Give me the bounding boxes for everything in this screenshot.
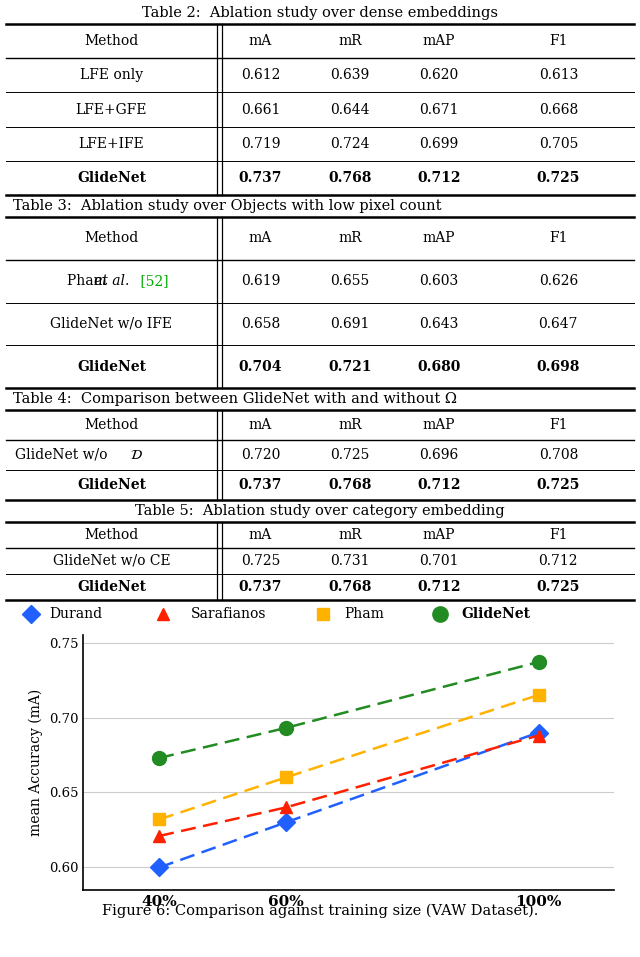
Text: $\mathcal{D}$: $\mathcal{D}$ xyxy=(130,448,143,462)
Text: 0.720: 0.720 xyxy=(241,448,280,462)
Text: GlideNet: GlideNet xyxy=(77,580,146,594)
Text: 0.668: 0.668 xyxy=(539,102,578,117)
Text: 0.671: 0.671 xyxy=(419,102,459,117)
Text: et al.: et al. xyxy=(94,274,129,288)
Text: 0.725: 0.725 xyxy=(330,448,369,462)
Text: 0.644: 0.644 xyxy=(330,102,369,117)
Text: 0.626: 0.626 xyxy=(539,274,578,288)
Text: Pham: Pham xyxy=(67,274,111,288)
Text: 0.603: 0.603 xyxy=(420,274,459,288)
Text: mR: mR xyxy=(338,418,362,432)
Text: 0.712: 0.712 xyxy=(417,478,461,492)
Text: F1: F1 xyxy=(549,418,568,432)
Text: 0.612: 0.612 xyxy=(241,68,280,82)
Text: Pham: Pham xyxy=(344,607,385,621)
Text: Table 4:  Comparison between GlideNet with and without Ω: Table 4: Comparison between GlideNet wit… xyxy=(13,392,457,406)
Text: 0.696: 0.696 xyxy=(420,448,459,462)
Text: mAP: mAP xyxy=(423,418,456,432)
Text: mAP: mAP xyxy=(423,528,456,542)
Text: 0.737: 0.737 xyxy=(239,171,282,185)
Text: Figure 6: Comparison against training size (VAW Dataset).: Figure 6: Comparison against training si… xyxy=(102,903,538,918)
Text: 0.737: 0.737 xyxy=(239,478,282,492)
Text: 0.647: 0.647 xyxy=(539,317,578,331)
Text: mAP: mAP xyxy=(423,34,456,48)
Text: Sarafianos: Sarafianos xyxy=(191,607,266,621)
Text: 0.708: 0.708 xyxy=(539,448,578,462)
Text: 0.701: 0.701 xyxy=(419,554,459,568)
Text: mA: mA xyxy=(249,34,272,48)
Text: 0.725: 0.725 xyxy=(537,171,580,185)
Text: 0.704: 0.704 xyxy=(239,360,282,373)
Text: 0.658: 0.658 xyxy=(241,317,280,331)
Text: Method: Method xyxy=(84,34,139,48)
Text: GlideNet: GlideNet xyxy=(77,171,146,185)
Text: mR: mR xyxy=(338,528,362,542)
Text: mA: mA xyxy=(249,232,272,245)
Text: LFE+GFE: LFE+GFE xyxy=(76,102,147,117)
Text: Method: Method xyxy=(84,528,139,542)
Text: 0.712: 0.712 xyxy=(417,580,461,594)
Text: [52]: [52] xyxy=(136,274,168,288)
Text: mR: mR xyxy=(338,232,362,245)
Text: 0.725: 0.725 xyxy=(537,478,580,492)
Text: Table 3:  Ablation study over Objects with low pixel count: Table 3: Ablation study over Objects wit… xyxy=(13,199,441,213)
Text: 0.712: 0.712 xyxy=(417,171,461,185)
Text: Table 2:  Ablation study over dense embeddings: Table 2: Ablation study over dense embed… xyxy=(142,6,498,20)
Text: mA: mA xyxy=(249,418,272,432)
Text: 0.719: 0.719 xyxy=(241,137,280,150)
Text: Method: Method xyxy=(84,418,139,432)
Text: Durand: Durand xyxy=(50,607,103,621)
Text: 0.768: 0.768 xyxy=(328,580,371,594)
Text: 0.699: 0.699 xyxy=(420,137,459,150)
Text: 0.620: 0.620 xyxy=(420,68,459,82)
Text: mR: mR xyxy=(338,34,362,48)
Text: 0.725: 0.725 xyxy=(537,580,580,594)
Text: mAP: mAP xyxy=(423,232,456,245)
Text: GlideNet w/o CE: GlideNet w/o CE xyxy=(52,554,170,568)
Text: 0.768: 0.768 xyxy=(328,171,371,185)
Text: 0.680: 0.680 xyxy=(417,360,461,373)
Text: 0.661: 0.661 xyxy=(241,102,280,117)
Text: 0.691: 0.691 xyxy=(330,317,369,331)
Text: 0.619: 0.619 xyxy=(241,274,280,288)
Text: 0.639: 0.639 xyxy=(330,68,369,82)
Text: 0.613: 0.613 xyxy=(539,68,578,82)
Text: 0.724: 0.724 xyxy=(330,137,369,150)
Text: LFE+IFE: LFE+IFE xyxy=(79,137,145,150)
Text: 0.725: 0.725 xyxy=(241,554,280,568)
Text: 0.643: 0.643 xyxy=(419,317,459,331)
Text: 0.655: 0.655 xyxy=(330,274,369,288)
Text: F1: F1 xyxy=(549,528,568,542)
Text: F1: F1 xyxy=(549,232,568,245)
Text: GlideNet: GlideNet xyxy=(461,607,531,621)
Text: LFE only: LFE only xyxy=(80,68,143,82)
Text: 0.698: 0.698 xyxy=(537,360,580,373)
Text: 0.712: 0.712 xyxy=(539,554,578,568)
Text: 0.768: 0.768 xyxy=(328,478,371,492)
Text: 0.721: 0.721 xyxy=(328,360,372,373)
Text: GlideNet w/o IFE: GlideNet w/o IFE xyxy=(51,317,172,331)
Text: 0.731: 0.731 xyxy=(330,554,369,568)
Text: GlideNet: GlideNet xyxy=(77,478,146,492)
Text: mA: mA xyxy=(249,528,272,542)
Text: 0.705: 0.705 xyxy=(539,137,578,150)
Y-axis label: mean Accuracy (mA): mean Accuracy (mA) xyxy=(29,689,44,836)
Text: Method: Method xyxy=(84,232,139,245)
Text: 0.737: 0.737 xyxy=(239,580,282,594)
Text: F1: F1 xyxy=(549,34,568,48)
Text: GlideNet: GlideNet xyxy=(77,360,146,373)
Text: Table 5:  Ablation study over category embedding: Table 5: Ablation study over category em… xyxy=(135,504,505,518)
Text: GlideNet w/o: GlideNet w/o xyxy=(15,448,111,462)
